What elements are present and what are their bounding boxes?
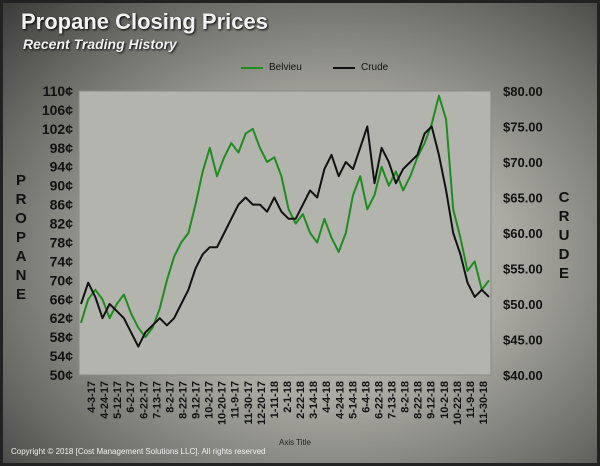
- legend: Belvieu Crude: [241, 62, 441, 78]
- x-axis-tick-label: 8-22-18: [413, 381, 425, 419]
- left-axis-tick-label: 86¢: [50, 197, 74, 213]
- legend-label-crude: Crude: [361, 62, 389, 73]
- left-axis-tick-label: 102¢: [42, 121, 73, 137]
- right-axis-tick-label: $60.00: [503, 226, 543, 241]
- left-axis-tick-label: 62¢: [50, 310, 74, 326]
- left-axis-tick-label: 70¢: [50, 272, 74, 288]
- chart-title: Propane Closing Prices: [21, 9, 268, 34]
- x-axis-tick-label: 10-22-18: [452, 381, 464, 425]
- right-axis-tick-label: $55.00: [503, 262, 543, 277]
- right-axis-tick-label: $50.00: [503, 297, 543, 312]
- left-axis-tick-label: 106¢: [42, 102, 73, 118]
- x-axis-tick-label: 4-4-18: [321, 381, 333, 413]
- x-axis-tick-label: 6-2-17: [125, 381, 137, 413]
- left-axis-tick-label: 50¢: [50, 367, 74, 383]
- chart-svg: 50¢ 54¢ 58¢ 62¢ 66¢ 70¢ 74¢ 78¢ 82¢ 86¢ 90¢ 94¢ 98¢ 1…: [42, 83, 543, 447]
- x-axis-tick-label: 2-22-18: [295, 381, 307, 419]
- x-axis-tick-label: 2-1-18: [282, 381, 294, 413]
- x-axis-tick-label: 5-14-18: [347, 381, 359, 419]
- x-axis-tick-label: 4-24-18: [334, 381, 346, 419]
- chart-subtitle: Recent Trading History: [23, 36, 177, 52]
- x-axis-tick-label: 11-9-18: [465, 381, 477, 418]
- left-axis-tick-label: 78¢: [50, 234, 74, 250]
- x-axis-tick-label: 10-20-17: [217, 381, 229, 425]
- legend-label-belvieu: Belvieu: [269, 62, 302, 73]
- x-axis-tick-label: 7-13-18: [387, 381, 399, 419]
- x-axis-tick-label: 4-24-17: [99, 381, 111, 419]
- legend-swatch-belvieu: [241, 66, 263, 69]
- x-axis-tick-label: 6-22-18: [373, 381, 385, 419]
- copyright-text: Copyright © 2018 [Cost Management Soluti…: [11, 447, 266, 456]
- series-line-crude: [80, 125, 490, 348]
- x-axis-tick-label: 11-30-17: [243, 381, 255, 424]
- left-axis-tick-label: 82¢: [50, 216, 74, 232]
- x-axis-tick-label: 1-11-18: [269, 381, 281, 418]
- x-axis-tick-label: 8-22-17: [177, 381, 189, 419]
- left-axis-tick-label: 54¢: [50, 348, 74, 364]
- right-axis-tick-label: $80.00: [503, 84, 543, 99]
- left-axis-tick-label: 98¢: [50, 140, 74, 156]
- x-axis-tick-label: 10-2-18: [439, 381, 451, 419]
- right-axis-tick-label: $45.00: [503, 333, 543, 348]
- x-axis-tick-label: 12-20-17: [256, 381, 268, 425]
- left-axis-tick-label: 94¢: [50, 159, 74, 175]
- x-axis-tick-label: 7-13-17: [151, 381, 163, 419]
- right-axis-tick-label: $75.00: [503, 120, 543, 135]
- left-axis-tick-label: 58¢: [50, 329, 74, 345]
- x-axis-title: Axis Title: [279, 438, 312, 447]
- legend-item-crude: Crude: [333, 62, 388, 73]
- x-axis-tick-label: 8-2-17: [164, 381, 176, 413]
- right-axis-tick-label: $65.00: [503, 191, 543, 206]
- x-axis-tick-label: 4-3-17: [86, 381, 98, 413]
- legend-swatch-crude: [333, 66, 355, 69]
- x-axis-tick-label: 8-2-18: [400, 381, 412, 413]
- left-axis-tick-label: 66¢: [50, 291, 74, 307]
- x-axis-tick-label: 9-12-17: [191, 381, 203, 419]
- x-axis-tick-label: 6-22-17: [138, 381, 150, 419]
- x-axis-tick-label: 3-14-18: [308, 381, 320, 419]
- x-axis-tick-label: 11-9-17: [230, 381, 242, 418]
- left-axis-tick-label: 110¢: [43, 83, 74, 99]
- right-axis-tick-label: $70.00: [503, 155, 543, 170]
- x-axis-tick-label: 9-12-18: [426, 381, 438, 419]
- left-axis-tick-label: 74¢: [50, 253, 74, 269]
- left-axis-tick-label: 90¢: [50, 178, 74, 194]
- x-axis-tick-label: 5-12-17: [112, 381, 124, 419]
- x-axis-tick-label: 10-2-17: [204, 381, 216, 419]
- x-axis-tick-label: 11-30-18: [478, 381, 490, 424]
- series-line-belvieu: [80, 94, 490, 339]
- x-axis-tick-label: 6-4-18: [360, 381, 372, 413]
- right-axis-tick-label: $40.00: [503, 368, 543, 383]
- legend-item-belvieu: Belvieu: [241, 62, 302, 73]
